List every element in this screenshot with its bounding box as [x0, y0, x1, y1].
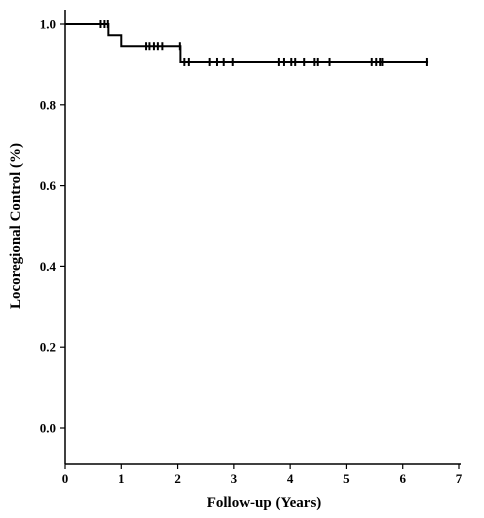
- y-tick-label: 0.6: [40, 178, 57, 193]
- y-axis-title: Locoregional Control (%): [8, 143, 24, 309]
- y-tick-label: 0.4: [40, 259, 57, 274]
- ticks: 0 1 2 3 4 5 6 7 0.0 0.2 0.4 0.6 0.8 1.0: [40, 17, 463, 487]
- y-tick-label: 0.0: [40, 421, 56, 436]
- x-tick-label: 1: [118, 471, 125, 486]
- x-axis-title: Follow-up (Years): [207, 495, 322, 511]
- x-tick-label: 4: [287, 471, 294, 486]
- x-tick-label: 6: [399, 471, 406, 486]
- y-tick-label: 0.2: [40, 340, 56, 355]
- x-tick-label: 0: [62, 471, 69, 486]
- y-tick-label: 1.0: [40, 17, 56, 32]
- x-tick-label: 3: [231, 471, 238, 486]
- axes: [64, 10, 461, 465]
- km-step-line: [65, 23, 429, 63]
- censor-marks: [99, 20, 428, 66]
- survival-curve: [65, 23, 429, 63]
- x-tick-label: 5: [343, 471, 350, 486]
- x-tick-label: 7: [456, 471, 463, 486]
- x-tick-label: 2: [174, 471, 181, 486]
- y-tick-label: 0.8: [40, 97, 57, 112]
